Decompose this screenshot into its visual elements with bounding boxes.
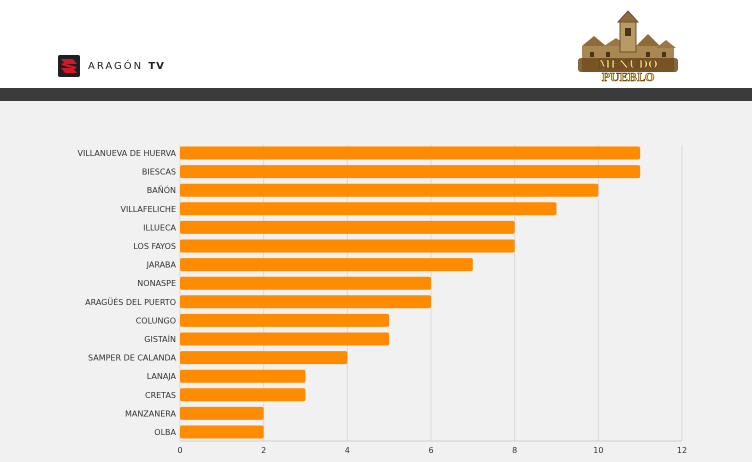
category-label: VILLAFELICHE [120, 205, 176, 214]
header: ARAGÓN TV MENUDO PUEBLO [0, 0, 752, 88]
x-tick-label: 6 [428, 446, 433, 455]
bar[interactable] [180, 202, 557, 216]
category-label: LANAJA [147, 372, 177, 381]
category-label: VILLANUEVA DE HUERVA [77, 149, 176, 158]
bar[interactable] [180, 165, 641, 179]
category-label: LOS FAYOS [133, 242, 176, 251]
bar[interactable] [180, 183, 599, 197]
category-label: ARAGÜÉS DEL PUERTO [85, 296, 176, 307]
bar[interactable] [180, 146, 641, 160]
bar[interactable] [180, 258, 473, 272]
category-label: NONASPE [137, 279, 176, 288]
divider-bar [0, 88, 752, 101]
x-tick-label: 8 [512, 446, 517, 455]
bar[interactable] [180, 276, 431, 290]
bar[interactable] [180, 239, 515, 253]
bar[interactable] [180, 332, 390, 346]
aragon-tv-mark-icon [58, 55, 80, 77]
bar[interactable] [180, 369, 306, 383]
x-tick-label: 2 [261, 446, 266, 455]
menudo-pueblo-logo: MENUDO PUEBLO [576, 8, 680, 84]
bar[interactable] [180, 295, 431, 309]
category-label: COLUNGO [136, 316, 176, 325]
bar-chart: VILLANUEVA DE HUERVA BIESCAS BAÑÓN VILLAFEL… [77, 145, 687, 455]
show-logo-text: MENUDO PUEBLO [598, 58, 658, 85]
category-labels: VILLANUEVA DE HUERVA BIESCAS BAÑÓN VILLAFEL… [77, 149, 176, 437]
category-label: CRETAS [145, 391, 176, 400]
bar[interactable] [180, 425, 264, 439]
x-tick-label: 0 [177, 446, 182, 455]
category-label: BAÑÓN [147, 184, 176, 195]
bar[interactable] [180, 220, 515, 234]
x-tick-label: 4 [345, 446, 350, 455]
village-illustration-icon [578, 10, 678, 72]
brand-text: ARAGÓN TV [88, 60, 165, 72]
chart-panel: VILLANUEVA DE HUERVA BIESCAS BAÑÓN VILLAFEL… [0, 101, 752, 462]
category-label: GISTAÍN [144, 333, 176, 344]
x-tick-label: 10 [593, 446, 603, 455]
category-label: OLBA [154, 428, 176, 437]
bar[interactable] [180, 313, 390, 327]
category-label: BIESCAS [142, 168, 176, 177]
x-tick-label: 12 [677, 446, 687, 455]
bar[interactable] [180, 388, 306, 402]
bar[interactable] [180, 351, 348, 365]
aragon-tv-logo[interactable]: ARAGÓN TV [58, 54, 165, 78]
bar[interactable] [180, 406, 264, 420]
x-axis-ticks: 0 2 4 6 8 10 12 [177, 446, 687, 455]
category-label: SAMPER DE CALANDA [88, 354, 177, 363]
category-label: MANZANERA [125, 409, 177, 418]
category-label: ILLUECA [143, 223, 176, 232]
category-label: JARABA [146, 261, 177, 270]
bars [180, 146, 641, 439]
